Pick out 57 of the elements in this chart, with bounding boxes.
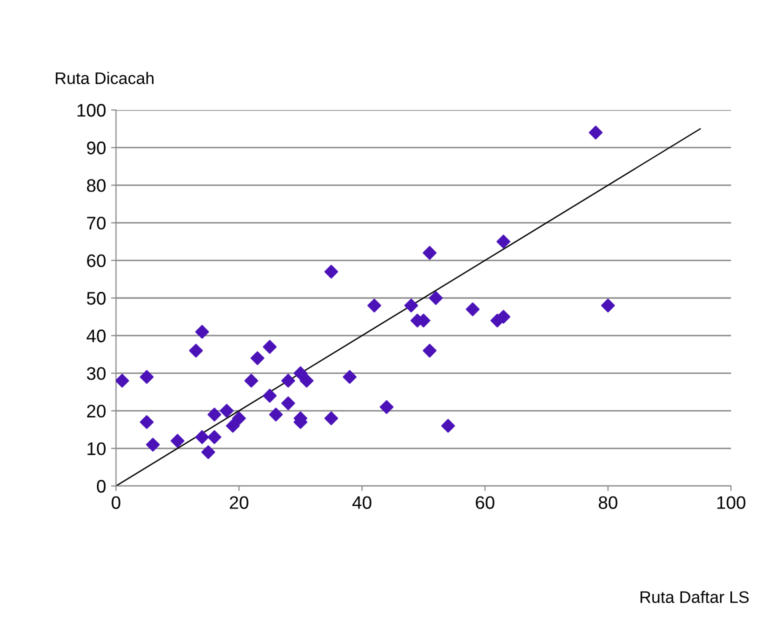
point [281,396,296,410]
point [207,430,222,444]
point [601,298,615,312]
y-tick-label: 80 [86,179,106,192]
y-tick-label: 70 [87,216,106,230]
x-tick-label: 100 [717,496,746,509]
point [324,264,338,279]
x-axis-title: Ruta Daftar LS [640,590,749,604]
point [404,298,418,312]
y-tick-label: 60 [87,254,106,268]
point [220,404,234,418]
y-tick-label: 0 [96,480,106,493]
point [226,418,240,433]
y-tick-label: 30 [86,367,106,380]
point [189,344,203,358]
point [250,351,264,366]
point [201,445,216,460]
x-tick-label: 20 [230,496,248,509]
y-tick-label: 50 [86,292,106,305]
point [342,370,357,384]
point [170,434,184,448]
point [380,400,394,414]
y-tick-label: 40 [86,330,106,342]
point [324,411,338,426]
point [116,374,130,388]
point [422,246,437,260]
y-tick-label: 100 [78,104,106,117]
point [294,366,308,380]
point [588,126,603,140]
point [422,344,437,358]
point [262,388,277,403]
point [441,418,456,433]
y-tick-label: 10 [88,442,106,456]
y-tick-label: 20 [87,404,106,418]
x-tick-label: 0 [112,496,120,509]
point [232,411,246,426]
point [466,302,480,316]
x-tick-label: 40 [352,496,372,509]
point [195,430,210,444]
point [146,438,160,452]
x-tick-label: 80 [598,496,618,509]
point [244,374,258,388]
point [140,415,154,429]
point [207,408,222,422]
point [195,324,210,339]
point [496,234,510,249]
y-tick-label: 90 [87,142,106,154]
point [496,310,510,324]
x-tick-label: 60 [476,496,494,509]
point [428,291,443,305]
point [281,374,296,388]
point [262,340,277,354]
point [367,298,382,312]
point [268,408,283,422]
y-axis-title: Ruta Dicacah [56,72,154,84]
point [140,370,154,384]
point [300,374,314,388]
